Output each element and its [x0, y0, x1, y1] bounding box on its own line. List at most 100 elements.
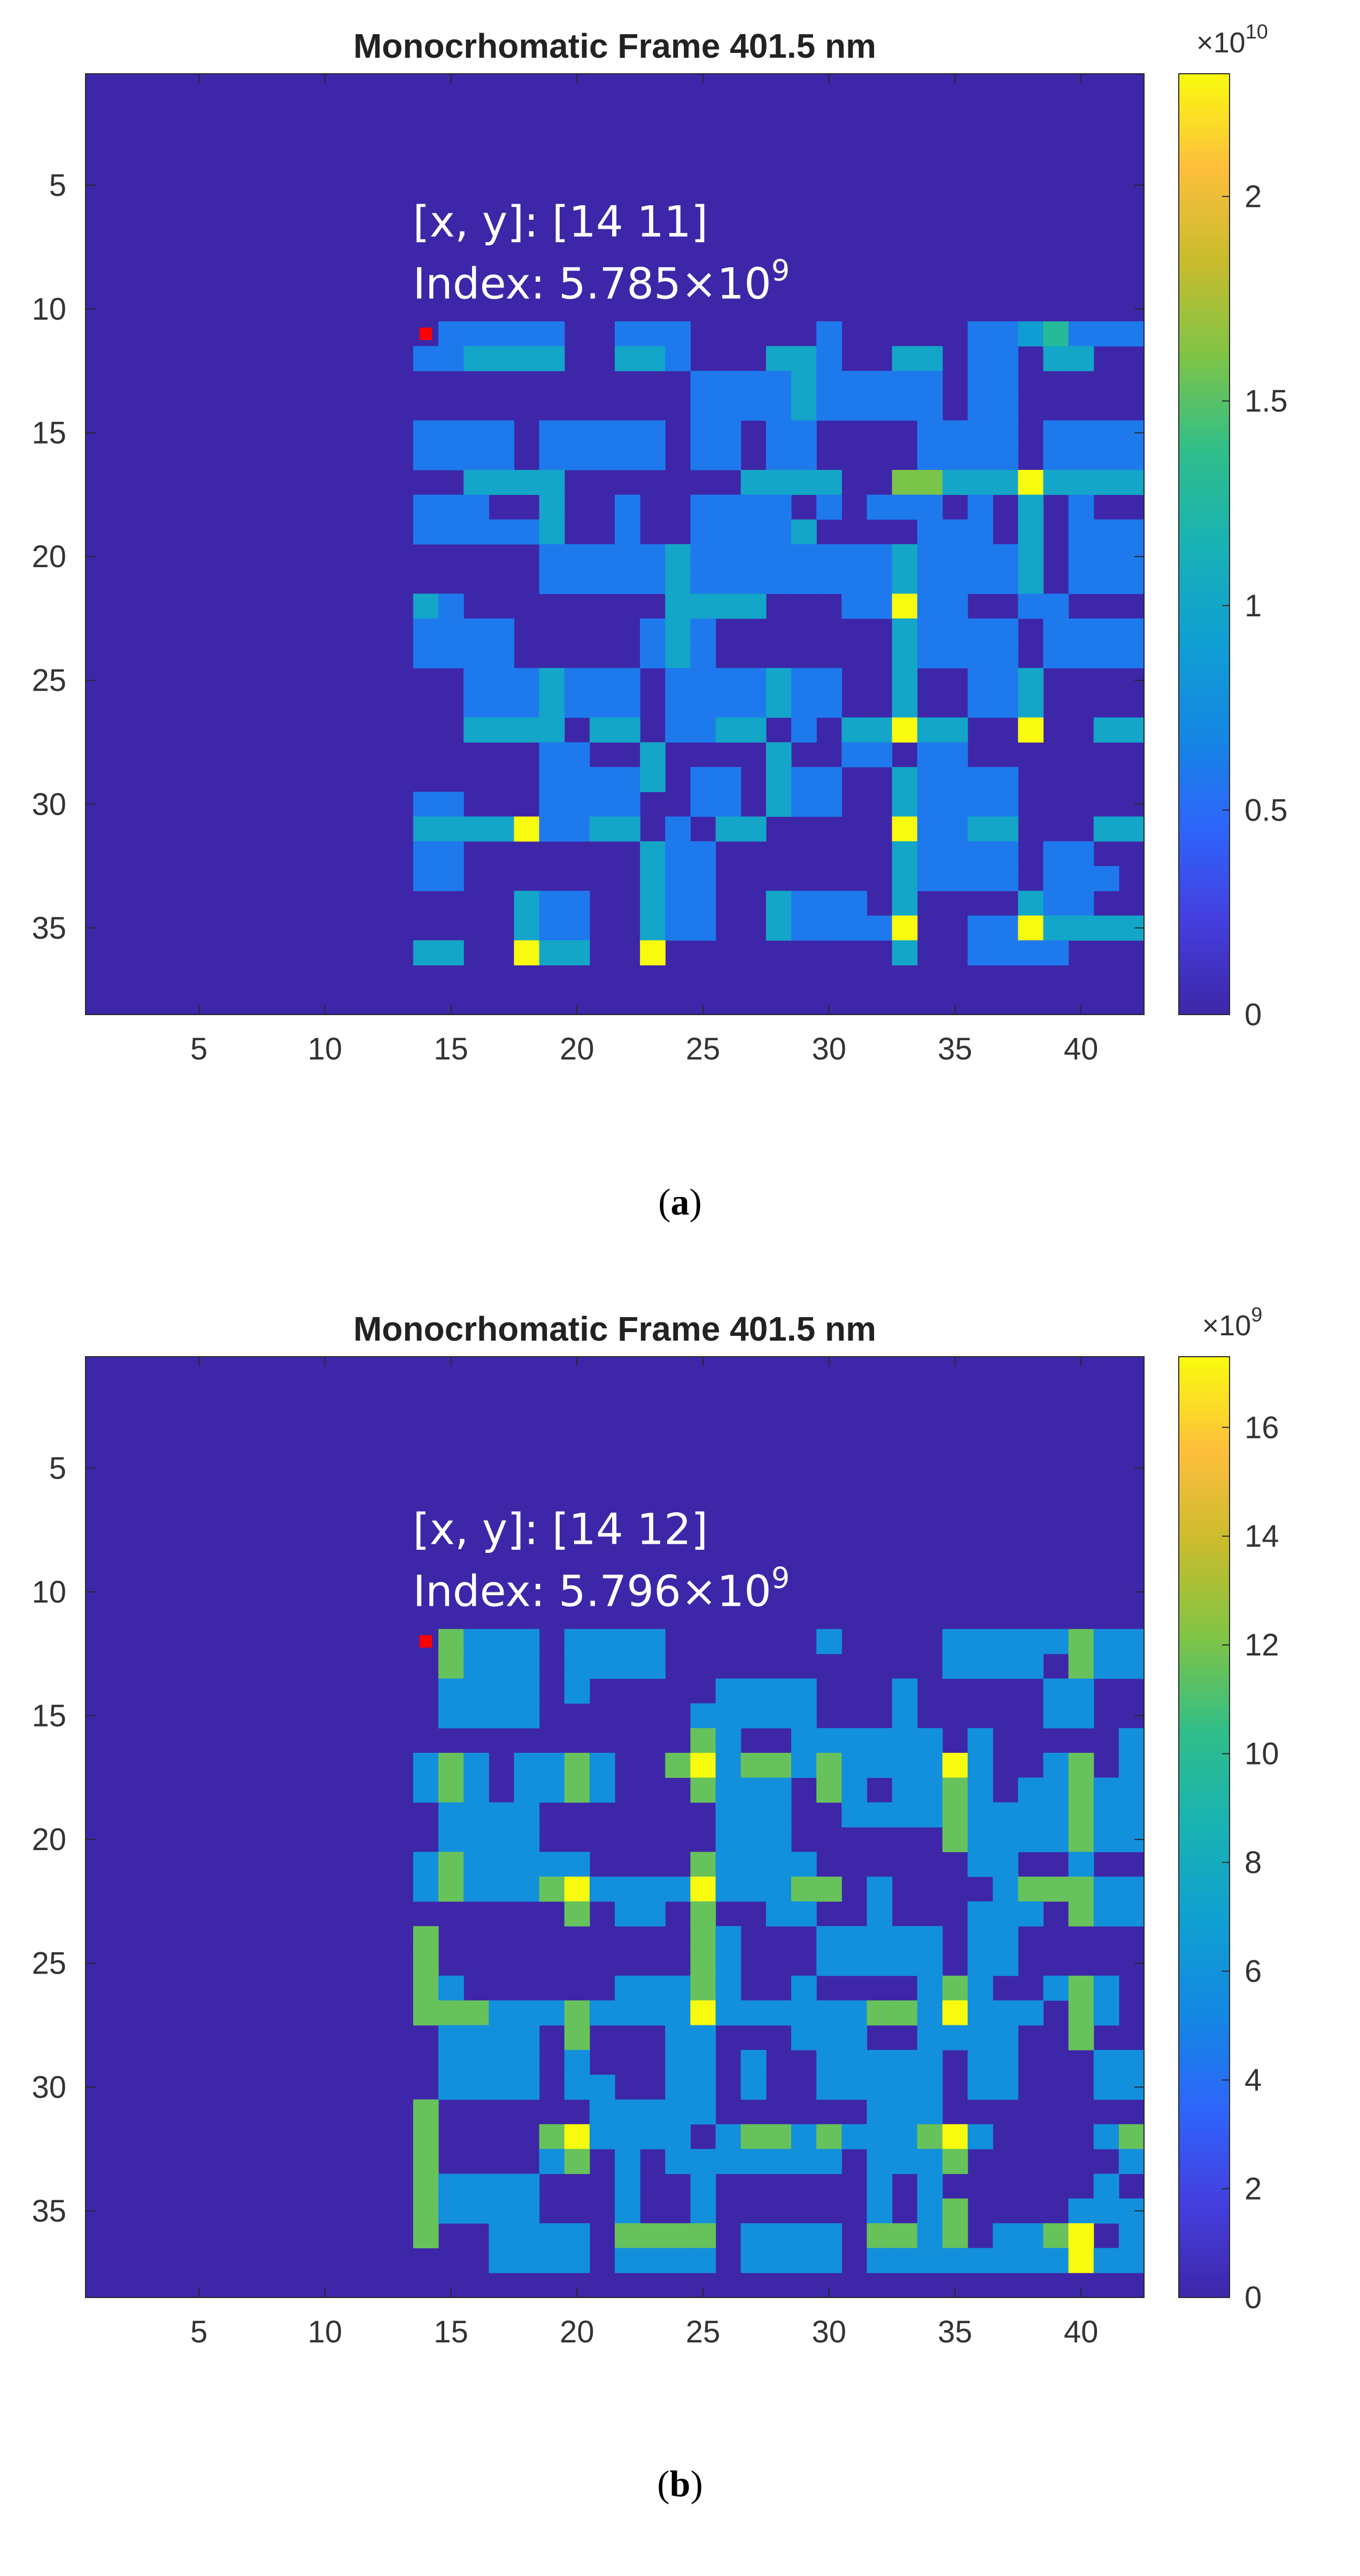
heatmap-cell	[463, 1703, 489, 1729]
heatmap-cell	[740, 2149, 767, 2175]
colorbar-segment	[1179, 532, 1230, 537]
y-tick-label: 5	[49, 1451, 66, 1486]
colorbar-segment	[1179, 1592, 1230, 1597]
heatmap-cell	[564, 915, 590, 941]
heatmap-cell	[640, 1629, 666, 1654]
heatmap-cell	[615, 1901, 640, 1927]
colorbar-segment	[1179, 164, 1230, 168]
colorbar-segment	[1179, 1995, 1230, 2000]
heatmap-cell	[615, 544, 640, 569]
heatmap-cells	[413, 1629, 1145, 2273]
heatmap-cell	[514, 2173, 540, 2199]
heatmap-cell	[564, 792, 590, 817]
heatmap-cell	[917, 618, 943, 644]
heatmap-cell	[942, 792, 968, 817]
heatmap-cell	[413, 2173, 439, 2199]
heatmap-cell	[1093, 1802, 1119, 1828]
selected-pixel-marker[interactable]	[419, 1635, 432, 1648]
colorbar-segment	[1179, 701, 1230, 706]
colorbar-segment	[1179, 215, 1230, 220]
colorbar-segment	[1179, 995, 1230, 1000]
heatmap-cell	[489, 1827, 515, 1852]
heatmap-cell	[489, 2025, 515, 2051]
heatmap-cell	[867, 544, 893, 569]
heatmap-cell	[539, 321, 565, 347]
heatmap-cell	[942, 544, 968, 569]
heatmap-cell	[841, 891, 868, 916]
colorbar-segment	[1179, 2250, 1230, 2255]
heatmap-cell	[917, 420, 943, 446]
colorbar-segment	[1179, 1388, 1230, 1393]
heatmap-cell	[690, 519, 716, 545]
heatmap-cell	[968, 792, 993, 817]
heatmap-cell	[539, 767, 565, 792]
colorbar-segment	[1179, 2246, 1230, 2251]
heatmap-cell	[514, 940, 540, 965]
colorbar-segment	[1179, 1419, 1230, 1424]
colorbar-segment	[1179, 2164, 1230, 2169]
heatmap-cell	[413, 420, 439, 446]
colorbar-segment	[1179, 383, 1230, 388]
colorbar-segment	[1179, 1701, 1230, 1706]
heatmap-cell	[489, 2198, 515, 2224]
heatmap-cell	[993, 396, 1018, 421]
axes-frame	[85, 1356, 1145, 2298]
heatmap-cell	[1118, 643, 1145, 669]
heatmap-cell	[968, 519, 993, 545]
heatmap-cell	[841, 742, 868, 768]
heatmap-cell	[841, 396, 868, 421]
heatmap-cell	[968, 1728, 993, 1753]
heatmap-cell	[1068, 1753, 1094, 1778]
heatmap-cell	[1018, 569, 1044, 594]
heatmap-cell	[514, 519, 540, 545]
colorbar-exponent: ×109	[1202, 1304, 1263, 1342]
selected-pixel-marker[interactable]	[419, 327, 432, 340]
colorbar-segment	[1179, 2211, 1230, 2216]
heatmap-cell	[665, 2248, 691, 2273]
heatmap-cell	[438, 346, 464, 372]
colorbar-segment	[1179, 810, 1230, 815]
heatmap-cell	[1068, 915, 1094, 941]
heatmap-cell	[740, 593, 767, 619]
colorbar-segment	[1179, 1396, 1230, 1401]
heatmap-cell	[841, 1951, 868, 1976]
heatmap-cell	[1018, 668, 1044, 693]
heatmap-cell	[867, 1753, 893, 1778]
heatmap-cell	[766, 370, 792, 396]
colorbar-segment	[1179, 1929, 1230, 1933]
heatmap-cell	[690, 544, 716, 569]
heatmap-cell	[942, 841, 968, 867]
heatmap-cell	[413, 816, 439, 842]
heatmap-cell	[867, 1802, 893, 1828]
colorbar-segment	[1179, 1851, 1230, 1855]
colorbar-segment	[1179, 2254, 1230, 2259]
heatmap-cell	[413, 1753, 439, 1778]
colorbar-segment	[1179, 1580, 1230, 1585]
heatmap-cell	[489, 668, 515, 693]
heatmap-cell	[539, 668, 565, 693]
heatmap-cell	[917, 717, 943, 743]
heatmap-cell	[589, 2000, 615, 2026]
heatmap-cell	[690, 1901, 716, 1927]
colorbar-segment	[1179, 419, 1230, 423]
heatmap-cell	[968, 915, 993, 941]
colorbar-segment	[1179, 2035, 1230, 2039]
colorbar-segment	[1179, 630, 1230, 635]
heatmap-cell	[892, 692, 918, 718]
colorbar-tick-label: 0	[1245, 2280, 1262, 2315]
panel-caption: (b)	[657, 2464, 703, 2505]
heatmap-cell	[968, 2000, 993, 2026]
colorbar-segment	[1179, 1752, 1230, 1757]
colorbar-segment	[1179, 1686, 1230, 1691]
heatmap-cell	[1093, 2248, 1119, 2273]
heatmap-cell	[690, 1703, 716, 1729]
heatmap-cell	[968, 445, 993, 470]
colorbar-segment	[1179, 1521, 1230, 1526]
heatmap-cell	[715, 816, 741, 842]
x-tick-label: 40	[1064, 1032, 1099, 1066]
heatmap-cell	[917, 2099, 943, 2125]
colorbar-frame	[1178, 73, 1230, 1015]
heatmap-cell	[438, 321, 464, 347]
colorbar-segment	[1179, 199, 1230, 204]
colorbar-segment	[1179, 916, 1230, 921]
